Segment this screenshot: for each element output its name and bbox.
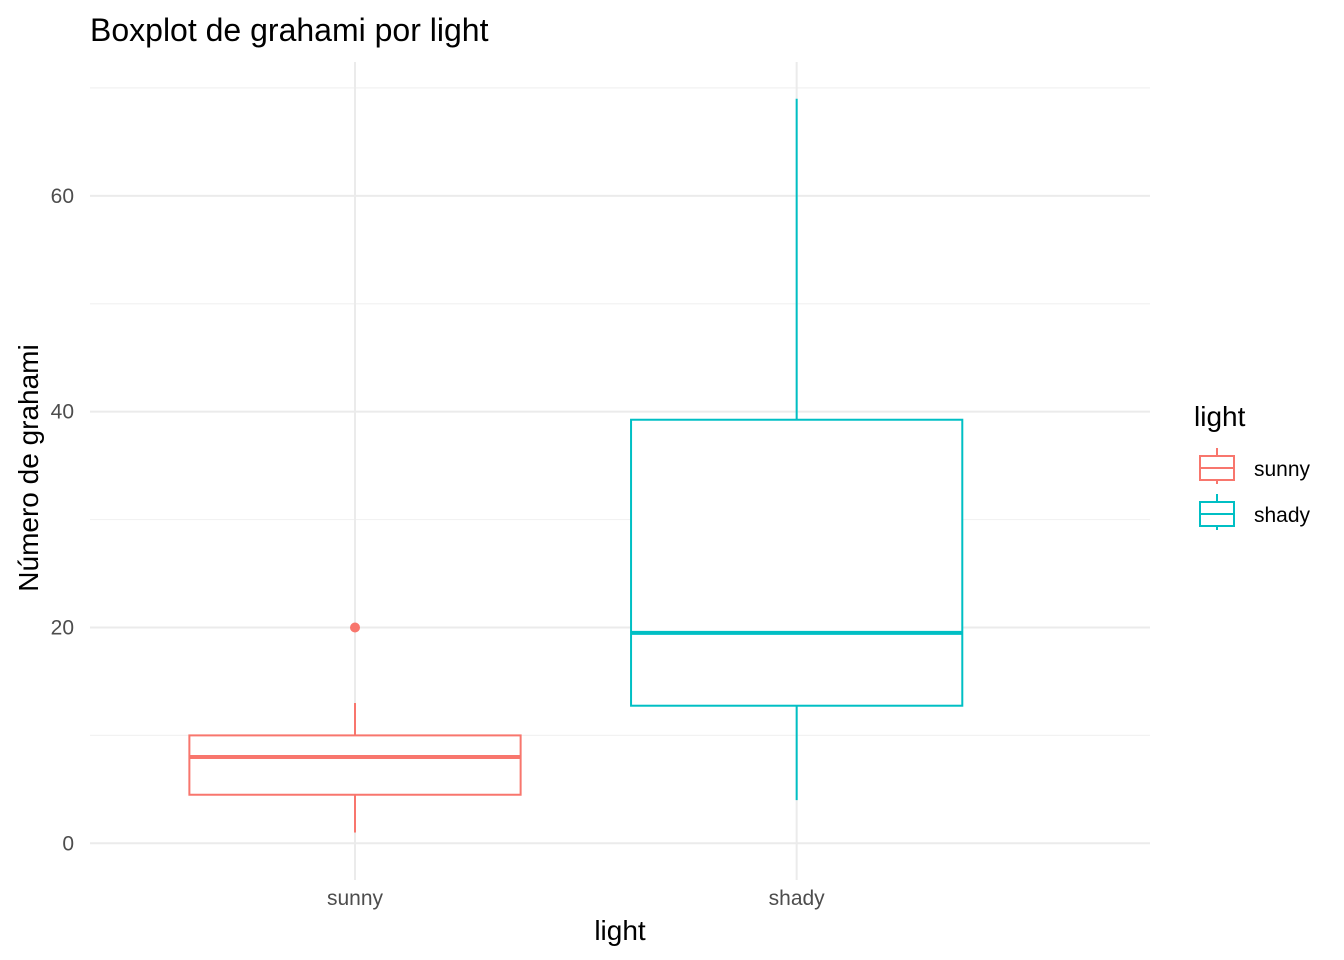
legend-title: light	[1194, 401, 1246, 432]
box-series	[188, 98, 964, 833]
box-iqr	[188, 734, 522, 796]
legend-label: sunny	[1254, 458, 1311, 481]
y-tick-label: 0	[62, 832, 74, 855]
box-sunny	[188, 622, 522, 833]
legend-item-sunny: sunny	[1199, 448, 1311, 484]
legend-item-shady: shady	[1199, 494, 1311, 530]
legend: light sunny shady	[1194, 401, 1311, 530]
y-tick-label: 40	[51, 401, 74, 424]
chart-title: Boxplot de grahami por light	[90, 12, 489, 48]
x-tick-label: sunny	[327, 887, 384, 910]
y-axis-tick-labels: 0 20 40 60	[51, 185, 74, 855]
y-tick-label: 20	[51, 616, 74, 639]
x-axis-tick-labels: sunny shady	[327, 887, 825, 910]
y-axis-title: Número de grahami	[13, 344, 44, 591]
y-tick-label: 60	[51, 185, 74, 208]
legend-label: shady	[1254, 504, 1311, 527]
legend-items: sunny shady	[1199, 448, 1311, 530]
x-tick-label: shady	[769, 887, 826, 910]
box-iqr	[630, 418, 964, 707]
outlier-point	[350, 622, 360, 633]
box-shady	[630, 98, 964, 801]
x-axis-title: light	[594, 915, 646, 946]
